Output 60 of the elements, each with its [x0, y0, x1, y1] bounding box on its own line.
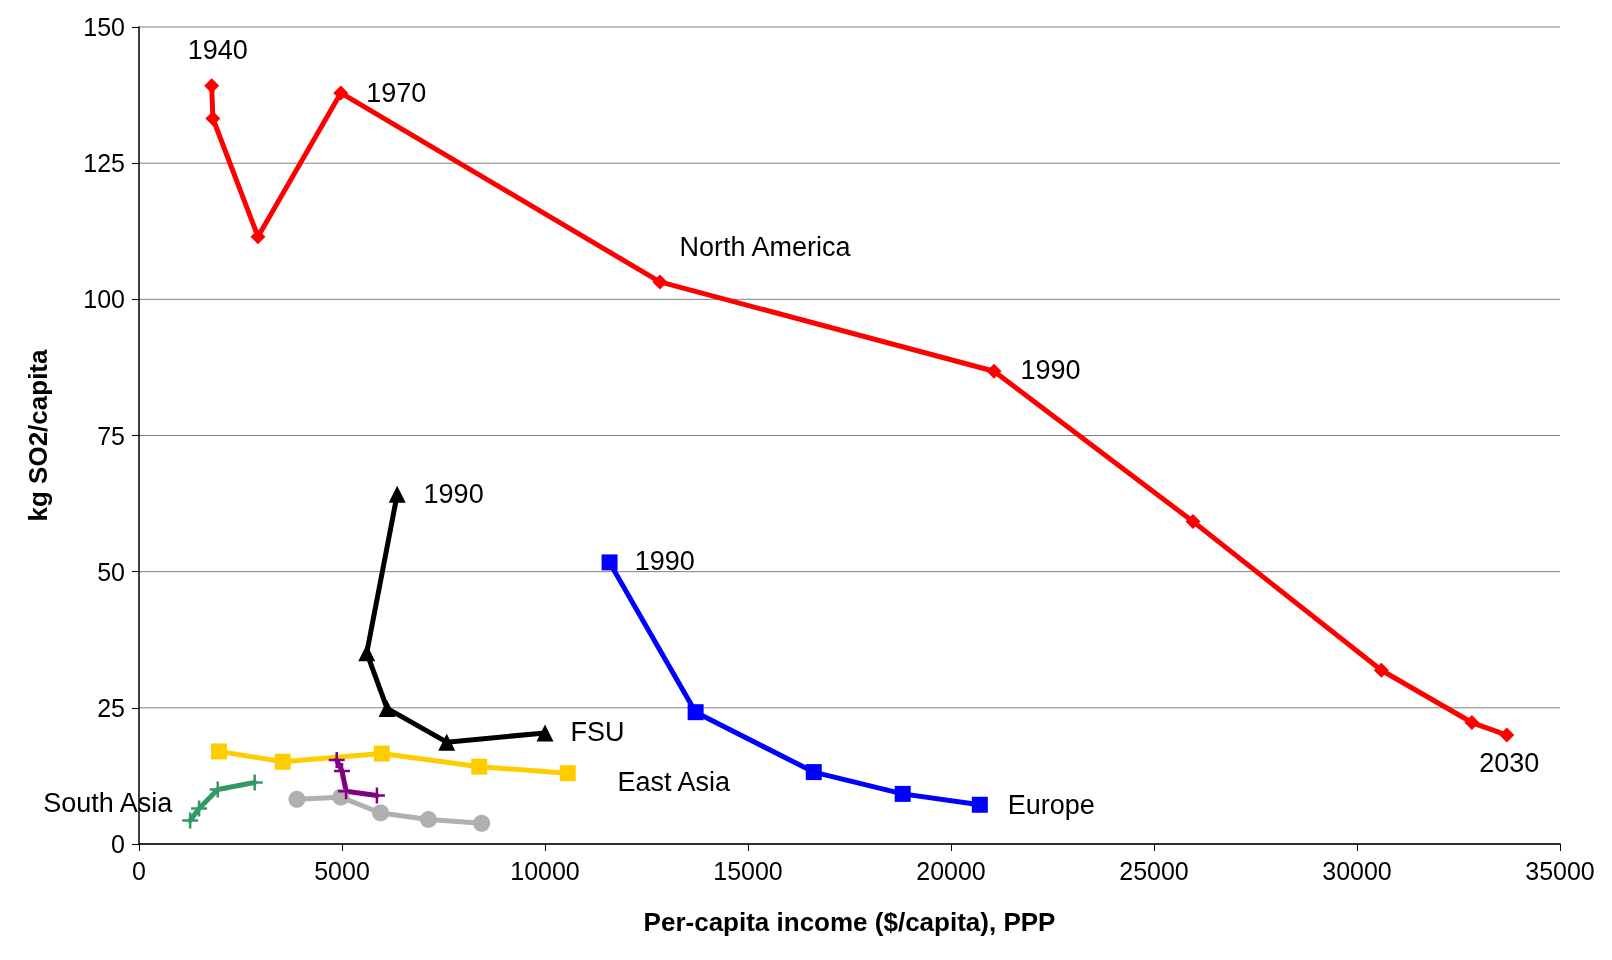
y-tick-label: 150: [83, 13, 125, 41]
annotation: Europe: [1007, 789, 1095, 820]
point: [473, 814, 491, 832]
y-tick-label: 75: [97, 421, 125, 450]
point: [358, 644, 376, 662]
point: [333, 85, 349, 101]
point: [438, 733, 456, 751]
annotation: 2030: [1479, 747, 1540, 778]
point: [274, 753, 291, 770]
point: [372, 804, 390, 822]
point: [373, 745, 390, 762]
annotation: North America: [679, 231, 852, 262]
point: [1373, 662, 1389, 678]
x-tick-label: 25000: [1119, 856, 1189, 885]
annotation: 1970: [366, 78, 427, 109]
point: [210, 743, 227, 760]
point: [687, 704, 704, 721]
point: [471, 758, 488, 775]
y-tick-label: 125: [83, 149, 125, 178]
x-tick-label: 15000: [713, 856, 783, 885]
point: [378, 699, 396, 717]
x-tick-label: 0: [132, 856, 146, 885]
annotation: FSU: [570, 716, 625, 747]
y-tick-label: 25: [97, 693, 125, 722]
point: [250, 229, 266, 245]
annotation: East Asia: [617, 767, 731, 798]
point: [805, 764, 822, 781]
point: [180, 811, 200, 830]
x-axis-title: Per-capita income ($/capita), PPP: [643, 907, 1056, 937]
y-axis-title: kg SO2/capita: [23, 348, 53, 522]
point: [245, 773, 264, 792]
y-tick-label: 100: [83, 285, 125, 314]
point: [652, 274, 668, 290]
point: [388, 485, 406, 503]
point: [1499, 727, 1515, 743]
x-tick-label: 10000: [510, 856, 580, 885]
y-tick-label: 0: [111, 830, 125, 858]
annotation: 1990: [1020, 355, 1081, 386]
point: [536, 724, 554, 742]
point: [1464, 715, 1480, 731]
annotation: 1940: [187, 34, 248, 65]
point: [1185, 514, 1201, 530]
point: [189, 799, 209, 818]
point: [420, 810, 437, 828]
point: [894, 785, 911, 802]
x-tick-label: 20000: [916, 856, 986, 885]
point: [205, 111, 221, 126]
point: [986, 363, 1002, 379]
point: [288, 790, 306, 808]
x-tick-label: 35000: [1525, 856, 1595, 885]
point: [601, 554, 618, 571]
point: [559, 765, 576, 782]
point: [204, 78, 220, 94]
x-tick-label: 5000: [314, 856, 370, 885]
annotation: 1990: [423, 479, 484, 510]
annotation: 1990: [634, 546, 695, 577]
point: [208, 780, 228, 799]
x-tick-label: 30000: [1322, 856, 1392, 885]
point: [971, 796, 988, 813]
y-tick-label: 50: [97, 557, 125, 586]
